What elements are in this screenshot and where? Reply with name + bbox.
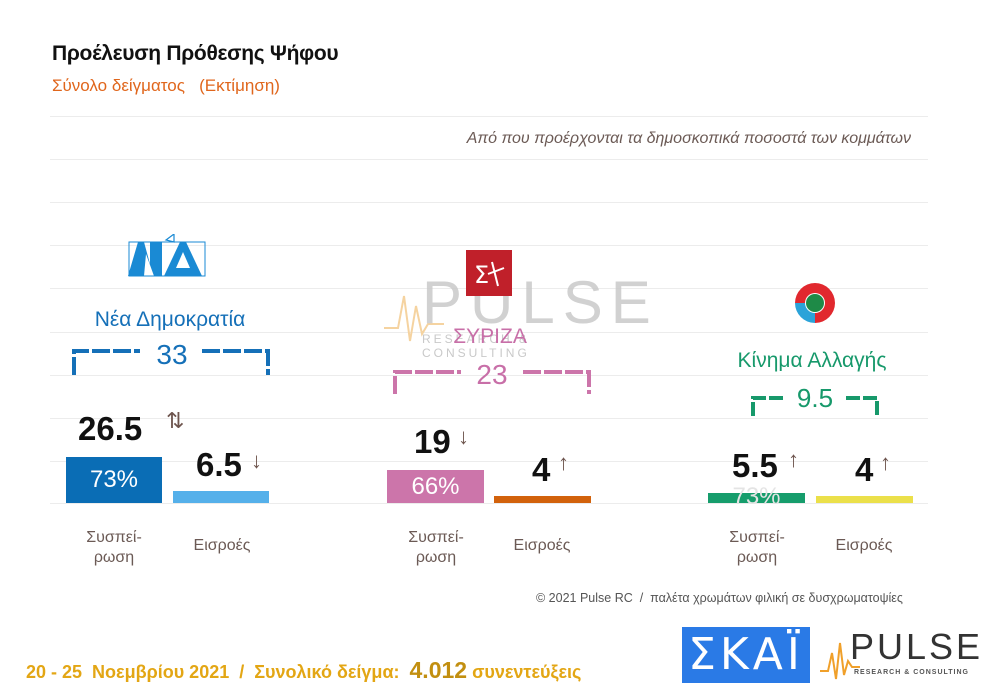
svg-text:Σ: Σ [474,261,489,289]
retention-bar-syriza: 66% [387,470,484,503]
retention-pct-syriza: 66% [411,473,460,500]
inflow-bar-kinal [816,496,913,503]
retention-value-kinal: 5.5 [732,447,778,484]
skai-logo: ΣΚΑΪ [682,627,810,683]
footer-survey-info: 20 - 25 Νοεμβρίου 2021 / Συνολικό δείγμα… [26,657,582,683]
total-bracket-nd [72,349,270,375]
gridline [50,202,928,203]
gridline [50,116,928,117]
inflow-label-nd: Εισροές [193,537,251,554]
up-arrow-icon: ↑ [880,450,891,475]
inflow-label-syriza: Εισροές [513,537,571,554]
party-total-nd: 33 [156,339,188,370]
total-bracket-kinal [751,396,879,416]
retention-label-kinal: Συσπεί- ρωση [729,529,785,566]
chart-subtitle: Σύνολο δείγματος (Εκτίμηση) [52,76,280,95]
gridline [50,159,928,160]
retention-label-syriza: Συσπεί- ρωση [408,529,464,566]
inflow-bar-syriza [494,496,591,503]
inflow-value-kinal: 4 [855,451,874,488]
retention-pct-kinal: 73% [732,483,781,510]
no-change-arrow-icon: ⇅ [166,408,185,433]
retention-pct-nd: 73% [89,466,139,493]
party-name-kinal: Κίνημα Αλλαγής [737,349,887,372]
retention-value-syriza: 19 [414,423,451,460]
footer-credit: © 2021 Pulse RC / παλέτα χρωμάτων φιλική… [536,591,903,605]
inflow-value-nd: 6.5 [196,446,242,483]
gridline [50,245,928,246]
chart-title: Προέλευση Πρόθεσης Ψήφου [52,42,339,65]
gridline [50,418,928,419]
down-arrow-icon: ↓ [458,424,469,449]
nd-logo-icon [128,234,206,277]
kinal-logo-icon [795,283,835,323]
gridline [50,332,928,333]
retention-label-nd: Συσπεί- ρωση [86,529,142,566]
inflow-label-kinal: Εισροές [835,537,893,554]
gridline [50,503,928,504]
party-total-kinal: 9.5 [796,383,834,413]
party-total-syriza: 23 [476,359,508,390]
chart-caption: Από που προέρχονται τα δημοσκοπικά ποσοσ… [466,130,911,147]
gridline [50,375,928,376]
party-name-syriza: ΣΥΡΙΖΑ [453,325,527,348]
total-bracket-syriza [393,370,591,394]
up-arrow-icon: ↑ [788,447,799,472]
syriza-logo-icon: Σ [466,250,512,296]
sample-size: 4.012 [409,657,468,683]
retention-value-nd: 26.5 [78,410,143,447]
retention-bar-kinal [708,493,805,503]
up-arrow-icon: ↑ [558,450,569,475]
inflow-value-syriza: 4 [532,451,551,488]
gridline [50,461,928,462]
inflow-bar-nd [173,491,269,503]
pulse-wave-icon [820,642,860,680]
down-arrow-icon: ↓ [251,448,262,473]
pulse-logo: PULSE RESEARCH & CONSULTING [820,627,980,683]
party-name-nd: Νέα Δημοκρατία [94,308,246,331]
retention-bar-nd: 73% [66,457,162,503]
